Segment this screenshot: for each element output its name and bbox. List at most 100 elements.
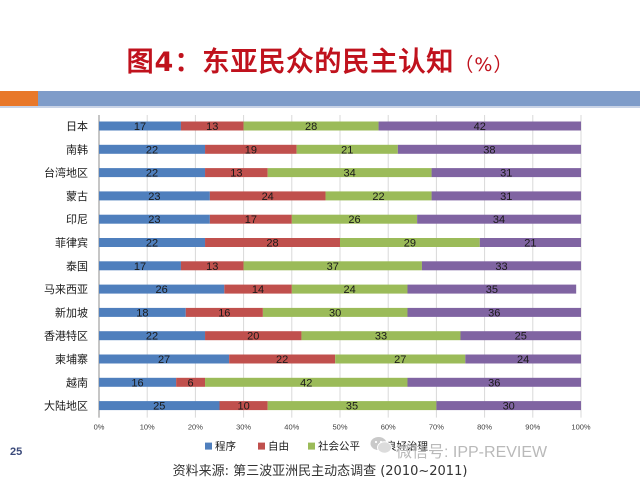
data-label: 26 [156, 284, 168, 296]
data-label: 22 [372, 191, 384, 203]
accent-band-orange [0, 91, 38, 106]
legend-swatch [308, 442, 315, 450]
data-label: 18 [136, 307, 148, 319]
x-tick-label: 70% [429, 423, 444, 432]
data-label: 19 [245, 144, 257, 156]
bar-segment [99, 214, 210, 224]
data-label: 30 [503, 401, 515, 413]
bar-segment [378, 121, 581, 131]
bar-segment [209, 191, 326, 201]
bar-segment [99, 354, 230, 364]
bar-segment [99, 307, 186, 317]
bar-segment [407, 377, 581, 387]
data-label: 22 [146, 144, 158, 156]
bar-segment [99, 401, 220, 411]
data-label: 28 [305, 121, 317, 133]
bar-segment [296, 144, 398, 154]
bar-segment [325, 191, 432, 201]
bar-segment [176, 377, 206, 387]
data-label: 20 [247, 331, 259, 343]
bar-segment [209, 214, 292, 224]
bar-segment [205, 238, 340, 247]
bar-segment [205, 144, 297, 154]
data-label: 42 [474, 121, 486, 133]
legend-label: 社会公平 [318, 440, 360, 453]
data-label: 34 [344, 168, 356, 180]
bar-segment [205, 377, 408, 387]
category-label: 越南 [66, 375, 88, 389]
legend-label: 良好治理 [386, 440, 428, 453]
source-note: 资料来源: 第三波亚洲民主动态调查 (2010~2011) [172, 464, 468, 479]
x-tick-label: 40% [284, 423, 299, 432]
data-label: 21 [524, 238, 536, 250]
bar-segment [335, 354, 466, 364]
data-label: 26 [348, 214, 360, 226]
x-tick-label: 50% [332, 423, 347, 432]
bar-segment [460, 331, 581, 341]
accent-band-blue [38, 91, 640, 106]
data-label: 16 [131, 377, 143, 389]
data-label: 38 [483, 144, 495, 156]
bar-segment [99, 144, 206, 154]
bar-segment [291, 214, 418, 224]
bar-segment [99, 261, 181, 271]
data-label: 33 [495, 261, 507, 273]
data-label: 14 [252, 284, 264, 296]
bar-segment [479, 238, 581, 247]
data-label: 24 [517, 354, 529, 366]
x-tick-labels: 0% 10% 20% 30% 40% 50% 60% 70% 80% 90% 100% [94, 423, 591, 432]
x-tick-label: 10% [140, 423, 155, 432]
data-label: 35 [346, 401, 358, 413]
title-unit: （%） [454, 54, 514, 76]
bar-segment [262, 307, 408, 317]
bar-segment [205, 331, 302, 341]
data-label: 17 [245, 214, 257, 226]
title-main: 图4：东亚民众的民主认知 [126, 47, 455, 78]
data-label: 10 [237, 401, 249, 413]
bar-segment [340, 238, 480, 247]
category-label: 马来西亚 [44, 283, 88, 296]
legend-swatch [258, 442, 265, 450]
bar-segment [185, 307, 263, 317]
bar-segment [99, 377, 177, 387]
bar-segment [421, 261, 581, 271]
bar-segment [224, 284, 292, 294]
category-label: 日本 [66, 119, 88, 133]
x-tick-label: 20% [188, 423, 203, 432]
bar-segment [267, 168, 432, 178]
data-label: 37 [327, 261, 339, 273]
data-label: 13 [206, 121, 218, 133]
bar-segment [180, 121, 244, 131]
bar-segment [397, 144, 581, 154]
data-label: 22 [146, 168, 158, 180]
category-label: 泰国 [66, 259, 88, 273]
x-tick-label: 0% [94, 423, 105, 432]
legend-label: 程序 [215, 440, 236, 453]
data-label: 23 [148, 214, 160, 226]
category-label: 新加坡 [55, 305, 88, 319]
bar-segment [407, 307, 581, 317]
bar-segment [436, 401, 581, 411]
bar-segment [431, 191, 581, 201]
page-number: 25 [10, 446, 23, 458]
category-label: 台湾地区 [44, 166, 88, 180]
data-label: 16 [218, 307, 230, 319]
data-label: 30 [329, 307, 341, 319]
data-label: 36 [488, 377, 500, 389]
data-label: 31 [500, 191, 512, 203]
category-label: 柬埔寨 [55, 352, 88, 366]
data-label: 28 [266, 238, 278, 250]
x-tick-label: 90% [525, 423, 540, 432]
bar-segment [99, 121, 181, 131]
data-label: 22 [146, 331, 158, 343]
bar-segment [291, 284, 408, 294]
data-label: 22 [146, 238, 158, 250]
data-label: 22 [276, 354, 288, 366]
bar-segment [407, 284, 577, 294]
legend-swatch [205, 442, 212, 450]
category-label: 印尼 [66, 213, 88, 226]
data-label: 13 [230, 168, 242, 180]
bar-segment [301, 331, 461, 341]
bar-segment [180, 261, 244, 271]
